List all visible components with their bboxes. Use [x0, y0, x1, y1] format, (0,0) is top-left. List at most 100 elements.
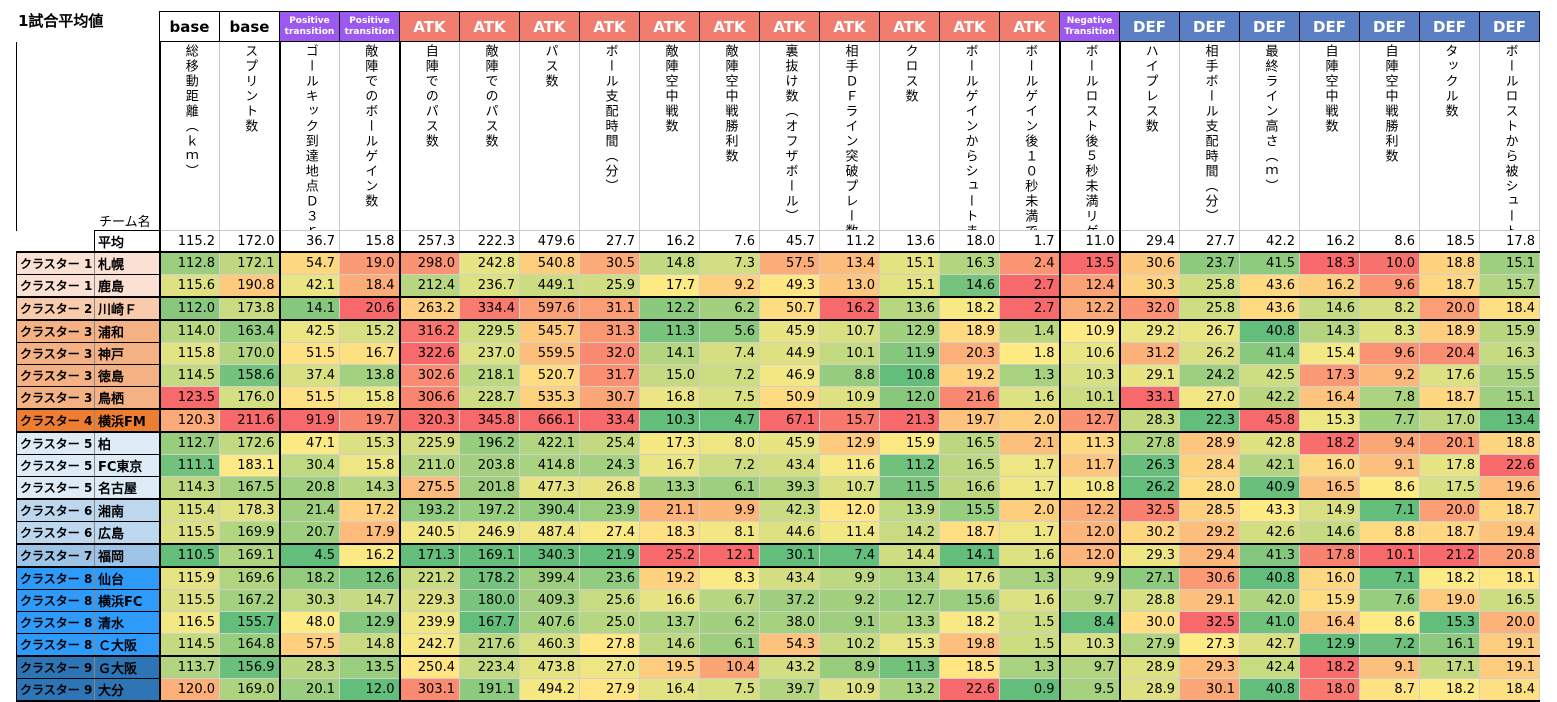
data-cell: 11.9: [879, 342, 940, 365]
cluster-label: クラスター 8: [16, 589, 95, 612]
data-cell: 10.9: [819, 386, 880, 410]
data-cell: 37.2: [759, 589, 820, 612]
data-cell: 11.3: [1058, 431, 1120, 455]
data-cell: 15.1: [1479, 386, 1540, 410]
data-cell: 44.9: [759, 342, 820, 365]
data-cell: 31.2: [1118, 342, 1180, 365]
data-cell: 172.1: [219, 251, 280, 275]
data-cell: 13.4: [819, 251, 880, 275]
data-cell: 16.0: [1299, 566, 1360, 590]
data-cell: 13.8: [339, 364, 400, 387]
data-cell: 19.4: [1479, 521, 1540, 545]
cluster-label: クラスター 8: [16, 566, 95, 590]
data-cell: 19.2: [939, 364, 1000, 387]
data-cell: 2.0: [999, 408, 1060, 433]
data-cell: 17.0: [1419, 408, 1480, 433]
average-value: 11.0: [1058, 230, 1120, 253]
data-cell: 8.6: [1359, 611, 1420, 634]
data-cell: 115.5: [158, 589, 220, 612]
data-cell: 1.3: [999, 364, 1060, 387]
data-cell: 520.7: [519, 364, 580, 387]
data-cell: 169.0: [219, 678, 280, 702]
data-cell: 12.2: [639, 296, 700, 321]
metric-header: 相手ＤＦライン突破プレー数: [819, 41, 880, 231]
data-cell: 18.4: [1479, 678, 1540, 702]
data-cell: 15.7: [819, 408, 880, 433]
data-cell: 1.8: [999, 342, 1060, 365]
average-value: 13.6: [879, 230, 940, 253]
cluster-label: クラスター 3: [16, 342, 95, 365]
data-cell: 19.7: [339, 408, 400, 433]
data-cell: 42.5: [1239, 364, 1300, 387]
data-cell: 15.9: [1479, 319, 1540, 343]
data-cell: 29.3: [1179, 655, 1240, 679]
average-value: 36.7: [278, 230, 340, 253]
data-cell: 19.5: [639, 655, 700, 679]
team-name: 名古屋: [94, 476, 160, 500]
metric-label: スプリント数: [242, 44, 258, 134]
cluster-label: クラスター 8: [16, 633, 95, 657]
data-cell: 42.2: [1239, 386, 1300, 410]
data-cell: 57.5: [278, 633, 340, 657]
data-cell: 27.9: [579, 678, 640, 702]
average-value: 16.2: [639, 230, 700, 253]
data-cell: 196.2: [459, 431, 520, 455]
data-cell: 197.2: [459, 498, 520, 522]
cluster-label: クラスター 5: [16, 454, 95, 477]
data-cell: 2.7: [999, 296, 1060, 321]
data-cell: 27.8: [1118, 431, 1180, 455]
average-value: 42.2: [1239, 230, 1300, 253]
data-cell: 10.8: [879, 364, 940, 387]
data-cell: 13.0: [819, 274, 880, 298]
metric-header: 自陣空中戦勝利数: [1359, 41, 1420, 231]
data-cell: 12.4: [1058, 274, 1120, 298]
data-cell: 115.8: [158, 342, 220, 365]
data-cell: 18.8: [1419, 251, 1480, 275]
data-cell: 15.6: [939, 589, 1000, 612]
data-cell: 15.3: [339, 431, 400, 455]
team-name-header-label: チーム名: [99, 215, 151, 230]
average-value: 1.7: [999, 230, 1060, 253]
data-cell: 666.1: [519, 408, 580, 433]
data-cell: 399.4: [519, 566, 580, 590]
data-cell: 20.4: [1419, 342, 1480, 365]
data-cell: 28.3: [278, 655, 340, 679]
data-cell: 47.1: [278, 431, 340, 455]
data-cell: 545.7: [519, 319, 580, 343]
metric-header: 敵陣でのパス数: [459, 41, 520, 231]
data-cell: 112.8: [158, 251, 220, 275]
data-cell: 460.3: [519, 633, 580, 657]
data-cell: 30.1: [759, 543, 820, 568]
data-cell: 18.1: [1479, 566, 1540, 590]
data-cell: 229.5: [459, 319, 520, 343]
data-cell: 322.6: [398, 342, 460, 365]
average-value: 27.7: [579, 230, 640, 253]
corner-cell: [17, 12, 160, 42]
data-cell: 18.2: [1299, 655, 1360, 679]
data-cell: 41.3: [1239, 543, 1300, 568]
data-cell: 16.4: [1299, 386, 1360, 410]
data-cell: 201.8: [459, 476, 520, 500]
data-cell: 42.4: [1239, 655, 1300, 679]
data-cell: 10.9: [819, 678, 880, 702]
data-cell: 156.9: [219, 655, 280, 679]
data-cell: 15.9: [1299, 589, 1360, 612]
metric-header: 裏抜け数（オフザボール）: [759, 41, 820, 231]
team-name: 仙台: [94, 566, 160, 590]
average-value: 15.8: [339, 230, 400, 253]
data-cell: 48.0: [278, 611, 340, 634]
data-cell: 21.3: [879, 408, 940, 433]
data-cell: 6.2: [699, 296, 760, 321]
data-cell: 114.5: [158, 364, 220, 387]
data-cell: 16.2: [339, 543, 400, 568]
data-cell: 30.7: [579, 386, 640, 410]
average-value: 11.2: [819, 230, 880, 253]
metric-header: ゴールキック到達地点Ｄ３ｒｄ比率: [278, 41, 340, 231]
data-cell: 21.6: [939, 386, 1000, 410]
data-cell: 449.1: [519, 274, 580, 298]
data-cell: 17.8: [1419, 454, 1480, 477]
data-cell: 43.6: [1239, 296, 1300, 321]
data-cell: 15.8: [339, 454, 400, 477]
data-cell: 40.9: [1239, 476, 1300, 500]
